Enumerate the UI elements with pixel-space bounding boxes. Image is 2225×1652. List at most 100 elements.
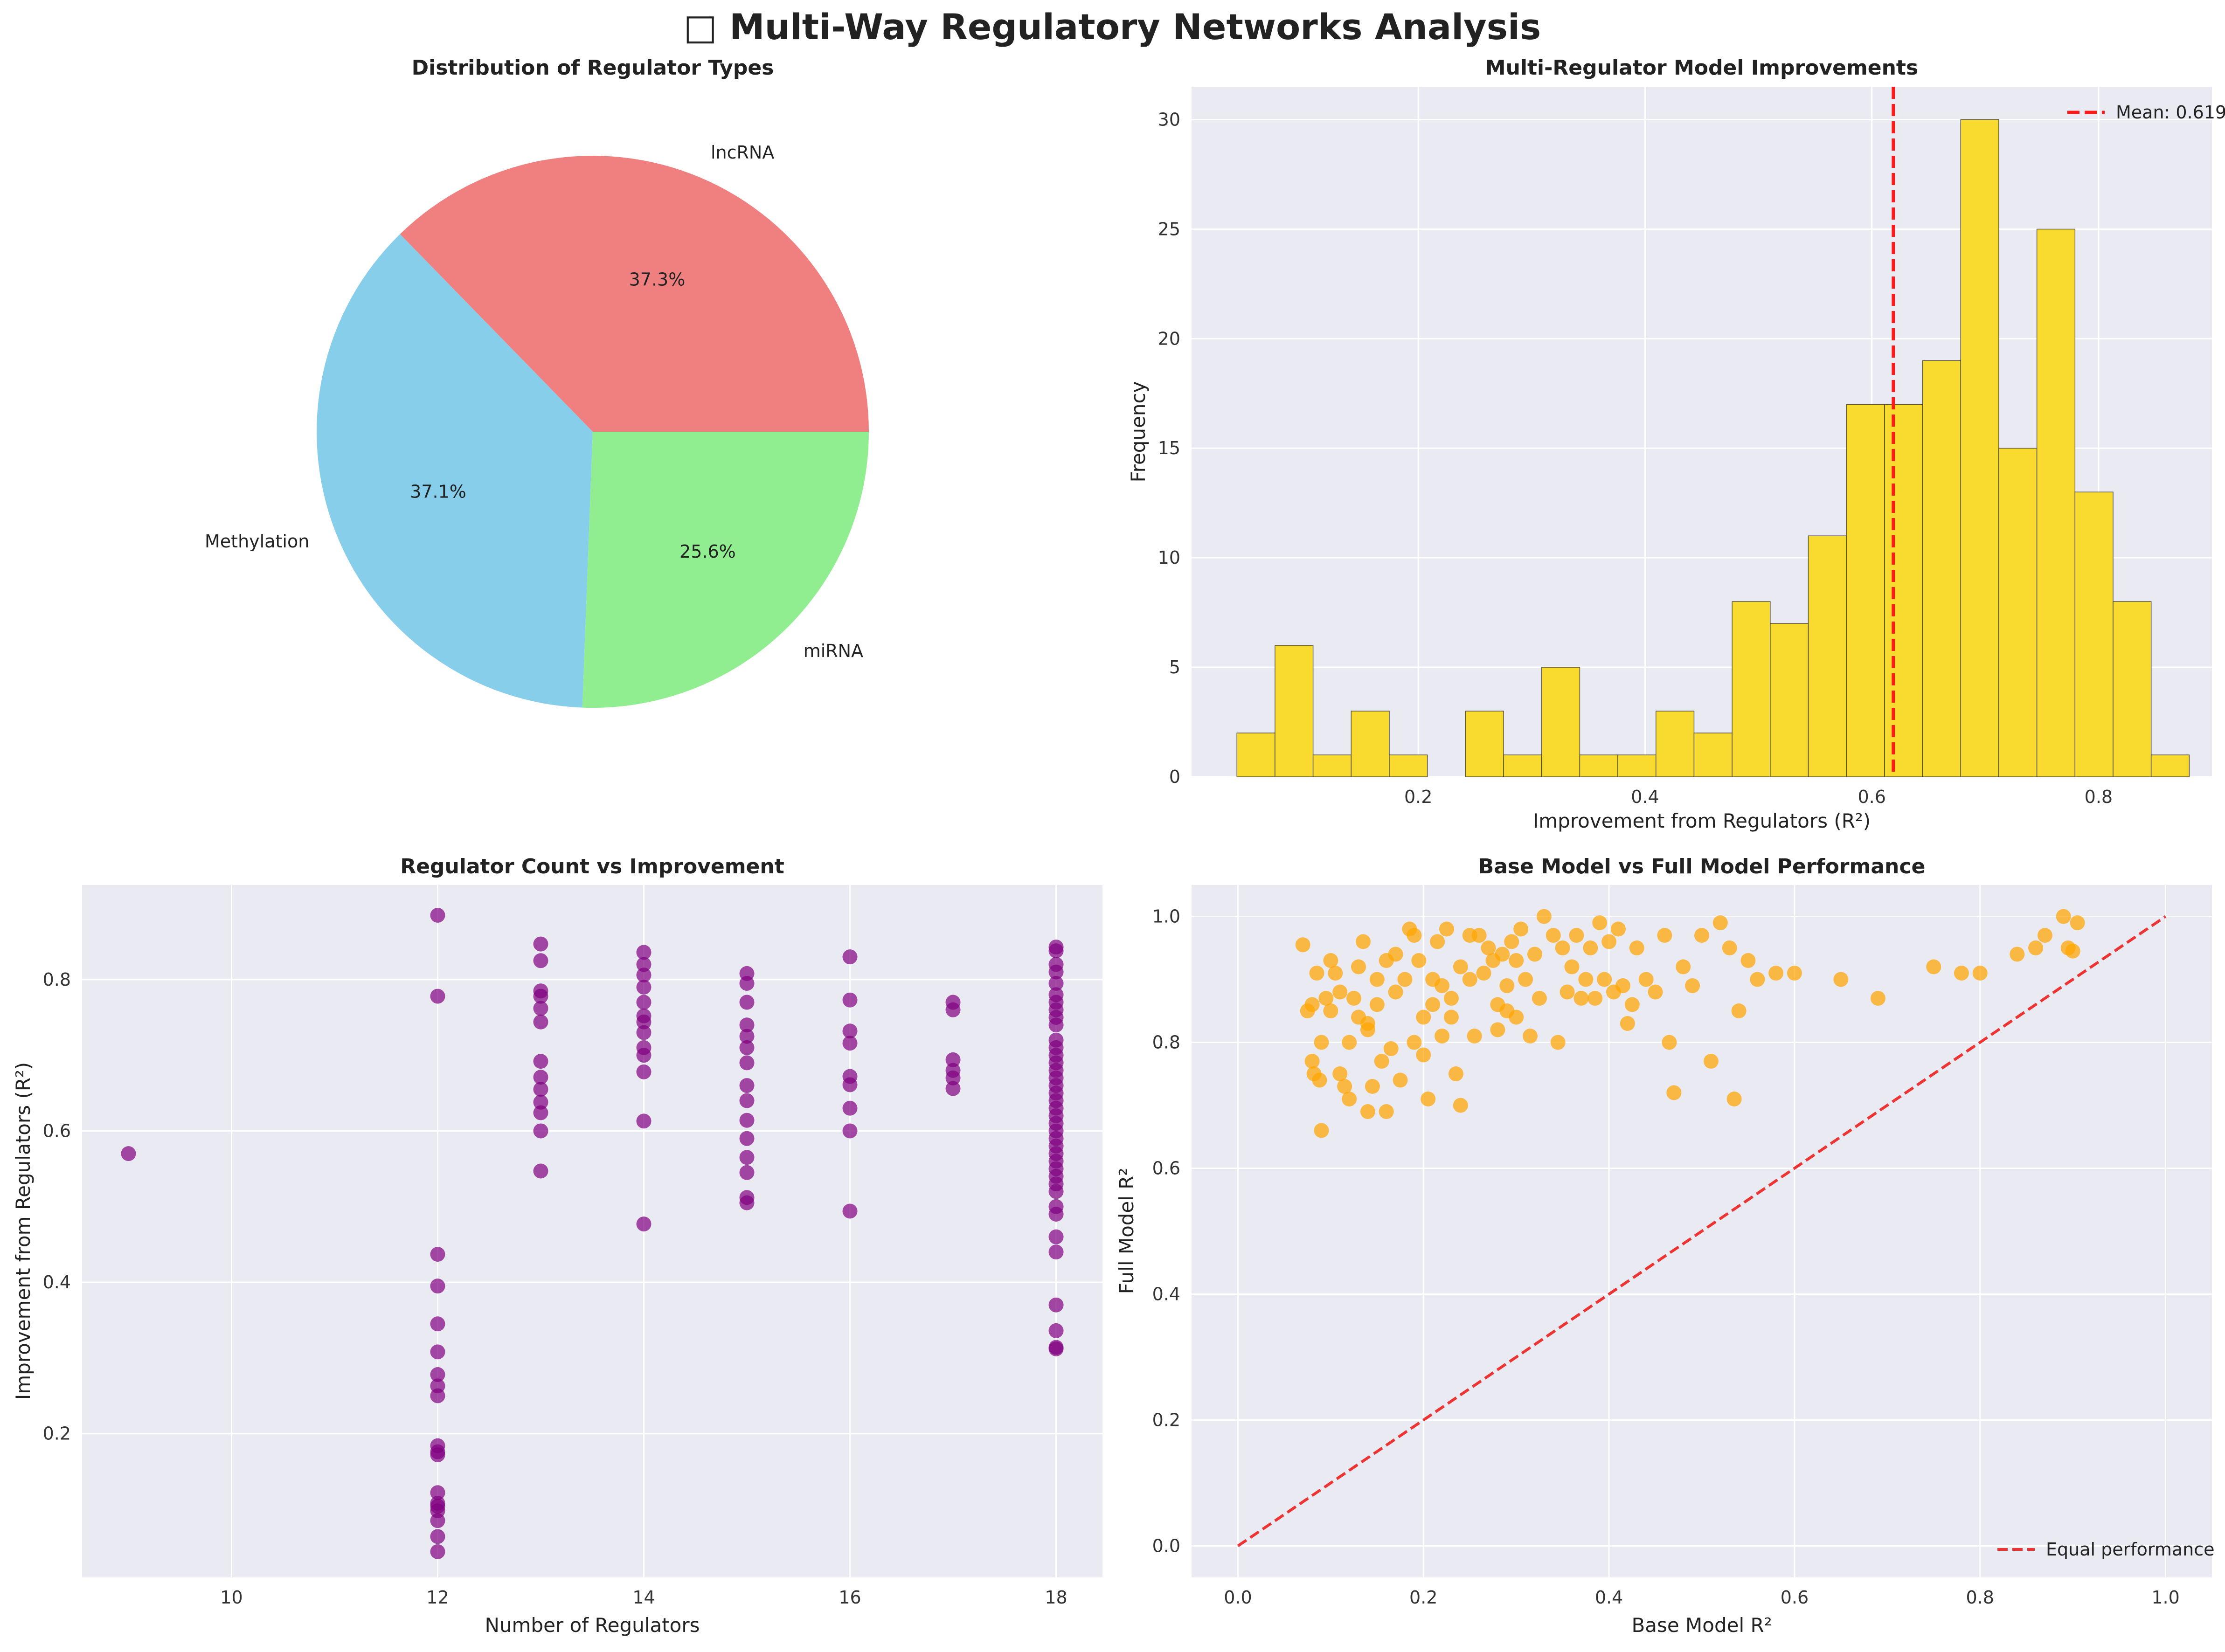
scatter2-xtick-label: 1.0 xyxy=(2151,1587,2179,1608)
histogram-ytick-label: 20 xyxy=(1158,328,1180,349)
scatter2-point xyxy=(1587,991,1603,1006)
scatter2-point xyxy=(1694,928,1709,943)
scatter1-point xyxy=(739,1078,755,1093)
scatter2-point xyxy=(1648,984,1663,1000)
scatter2-point xyxy=(1309,966,1324,981)
pie-pct-lncrna: 37.3% xyxy=(629,270,686,290)
histogram-legend-label: Mean: 0.619 xyxy=(2116,102,2225,123)
scatter2-xtick-label: 0.2 xyxy=(1409,1587,1437,1608)
scatter2-xtick-label: 0.6 xyxy=(1781,1587,1809,1608)
scatter2-point xyxy=(1583,940,1598,955)
scatter1-point xyxy=(430,1513,445,1528)
histogram-xlabel: Improvement from Regulators (R²) xyxy=(1533,809,1871,832)
scatter1-xtick-label: 18 xyxy=(1045,1587,1067,1608)
scatter1-point xyxy=(1048,1184,1064,1199)
scatter1-plot-area xyxy=(82,885,1102,1577)
scatter1-point xyxy=(636,957,652,972)
pie-label-lncrna: lncRNA xyxy=(711,142,774,163)
scatter1-point xyxy=(739,1040,755,1055)
scatter1-point xyxy=(430,1279,445,1294)
scatter2-point xyxy=(1954,966,1969,981)
scatter2-ytick-label: 0.6 xyxy=(1152,1158,1180,1179)
scatter2-point xyxy=(1407,1035,1422,1050)
scatter1-ytick-label: 0.6 xyxy=(43,1120,71,1141)
scatter1-point xyxy=(842,949,858,965)
scatter1-point xyxy=(945,1002,961,1017)
scatter2-point xyxy=(1462,972,1477,987)
histogram-bar xyxy=(1351,711,1390,777)
scatter2-point xyxy=(1476,966,1491,981)
scatter2-point xyxy=(1314,1123,1329,1138)
histogram-bar xyxy=(1465,711,1504,777)
histogram-bar xyxy=(1579,754,1618,777)
scatter2-ylabel: Full Model R² xyxy=(1115,1168,1138,1294)
scatter2-point xyxy=(1495,947,1510,962)
scatter2-point xyxy=(1601,934,1617,949)
histogram-bar xyxy=(1236,733,1275,777)
histogram-ytick-label: 25 xyxy=(1158,219,1180,239)
histogram-xtick-label: 0.4 xyxy=(1631,787,1659,807)
scatter2-point xyxy=(1610,921,1626,937)
scatter2-point xyxy=(1332,1066,1348,1081)
base-vs-full-scatter: Base Model vs Full Model Performance Bas… xyxy=(1115,855,2215,1637)
scatter2-point xyxy=(1833,972,1849,987)
scatter2-xlabel: Base Model R² xyxy=(1631,1614,1772,1637)
scatter2-point xyxy=(1624,997,1640,1012)
scatter1-point xyxy=(1048,1206,1064,1222)
scatter2-point xyxy=(1416,1047,1431,1063)
scatter2-xtick-label: 0.4 xyxy=(1595,1587,1623,1608)
scatter2-point xyxy=(1369,997,1385,1012)
histogram-bar xyxy=(1846,404,1885,777)
scatter1-point xyxy=(739,975,755,991)
scatter2-point xyxy=(1592,915,1608,930)
scatter2-point xyxy=(1712,915,1728,930)
scatter1-point xyxy=(636,945,652,960)
regulator-count-scatter: Regulator Count vs Improvement Number of… xyxy=(12,855,1102,1637)
scatter1-point xyxy=(636,995,652,1010)
histogram-bar xyxy=(1503,754,1542,777)
histogram-xtick-label: 0.2 xyxy=(1404,787,1432,807)
histogram-xtick-label: 0.8 xyxy=(2085,787,2113,807)
scatter2-point xyxy=(1388,984,1403,1000)
scatter1-xlabel: Number of Regulators xyxy=(485,1614,700,1637)
scatter1-point xyxy=(636,1048,652,1063)
scatter2-ytick-label: 0.4 xyxy=(1152,1284,1180,1305)
scatter1-ytick-label: 0.8 xyxy=(43,969,71,990)
histogram-bar xyxy=(1922,360,1962,777)
scatter2-point xyxy=(1323,953,1338,968)
scatter2-point xyxy=(1546,928,1561,943)
scatter2-point xyxy=(1342,1035,1357,1050)
scatter2-point xyxy=(1731,1003,1747,1018)
scatter1-point xyxy=(739,1195,755,1210)
scatter2-point xyxy=(1662,1035,1677,1050)
scatter2-point xyxy=(1740,953,1756,968)
scatter1-point xyxy=(430,1529,445,1544)
scatter2-point xyxy=(1323,1003,1338,1018)
scatter2-point xyxy=(1383,1041,1399,1056)
scatter1-point xyxy=(430,1367,445,1382)
scatter2-point xyxy=(1435,978,1450,993)
scatter1-point xyxy=(1048,1323,1064,1338)
scatter2-point xyxy=(1481,940,1496,955)
scatter2-point xyxy=(1768,966,1784,981)
histogram-bar xyxy=(1960,119,1999,777)
histogram-bar xyxy=(2036,228,2076,777)
histogram-bar xyxy=(1312,754,1352,777)
scatter2-point xyxy=(1411,953,1427,968)
histogram-bar xyxy=(2074,491,2114,777)
scatter2-ytick-label: 1.0 xyxy=(1152,906,1180,927)
scatter1-ytick-label: 0.2 xyxy=(43,1424,71,1444)
histogram-bar xyxy=(2150,754,2190,777)
scatter2-point xyxy=(1527,947,1542,962)
scatter2-point xyxy=(1629,940,1644,955)
scatter2-point xyxy=(1304,1054,1320,1069)
scatter1-point xyxy=(945,1070,961,1085)
scatter1-point xyxy=(739,1093,755,1108)
scatter2-point xyxy=(1523,1029,1538,1044)
scatter1-point xyxy=(430,1544,445,1559)
scatter1-point xyxy=(430,1388,445,1403)
scatter1-point xyxy=(636,980,652,995)
scatter1-point xyxy=(842,1036,858,1051)
scatter2-point xyxy=(1421,1092,1436,1106)
scatter1-ytick-label: 0.4 xyxy=(43,1272,71,1293)
